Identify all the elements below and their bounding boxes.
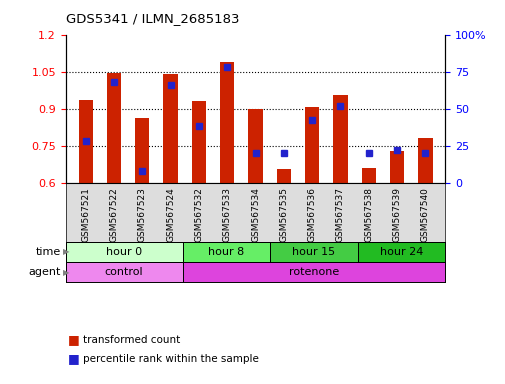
- Text: GSM567522: GSM567522: [109, 187, 118, 242]
- Text: GSM567534: GSM567534: [250, 187, 260, 242]
- Text: hour 0: hour 0: [106, 247, 142, 257]
- Text: GSM567533: GSM567533: [222, 187, 231, 242]
- Text: GSM567539: GSM567539: [392, 187, 401, 242]
- Text: GSM567523: GSM567523: [137, 187, 146, 242]
- Bar: [107, 73, 121, 183]
- Text: ▶: ▶: [63, 247, 70, 257]
- Text: hour 8: hour 8: [208, 247, 244, 257]
- Text: ■: ■: [68, 353, 80, 366]
- Text: hour 15: hour 15: [292, 247, 335, 257]
- Text: GSM567538: GSM567538: [364, 187, 373, 242]
- Text: time: time: [35, 247, 61, 257]
- Bar: [66, 262, 182, 282]
- Text: agent: agent: [28, 267, 61, 277]
- Bar: [182, 242, 270, 262]
- Text: percentile rank within the sample: percentile rank within the sample: [83, 354, 259, 364]
- Bar: [66, 242, 182, 262]
- Text: GSM567540: GSM567540: [420, 187, 429, 242]
- Text: control: control: [105, 267, 143, 277]
- Text: GSM567537: GSM567537: [335, 187, 344, 242]
- Text: GSM567536: GSM567536: [307, 187, 316, 242]
- Bar: [357, 242, 444, 262]
- Bar: [389, 151, 403, 183]
- Text: transformed count: transformed count: [83, 335, 180, 345]
- Bar: [135, 118, 149, 183]
- Bar: [163, 74, 177, 183]
- Text: rotenone: rotenone: [288, 267, 338, 277]
- Text: GSM567532: GSM567532: [194, 187, 203, 242]
- Bar: [182, 262, 444, 282]
- Bar: [78, 100, 92, 183]
- Text: hour 24: hour 24: [379, 247, 422, 257]
- Bar: [270, 242, 357, 262]
- Bar: [248, 109, 262, 183]
- Text: GSM567524: GSM567524: [166, 187, 175, 242]
- Bar: [220, 62, 234, 183]
- Text: GSM567535: GSM567535: [279, 187, 288, 242]
- Bar: [276, 169, 290, 183]
- Bar: [305, 108, 319, 183]
- Bar: [191, 101, 206, 183]
- Text: GSM567521: GSM567521: [81, 187, 90, 242]
- Text: GDS5341 / ILMN_2685183: GDS5341 / ILMN_2685183: [66, 12, 239, 25]
- Text: ▶: ▶: [63, 268, 70, 276]
- Text: ■: ■: [68, 333, 80, 346]
- Bar: [418, 138, 432, 183]
- Bar: [333, 95, 347, 183]
- Bar: [361, 168, 375, 183]
